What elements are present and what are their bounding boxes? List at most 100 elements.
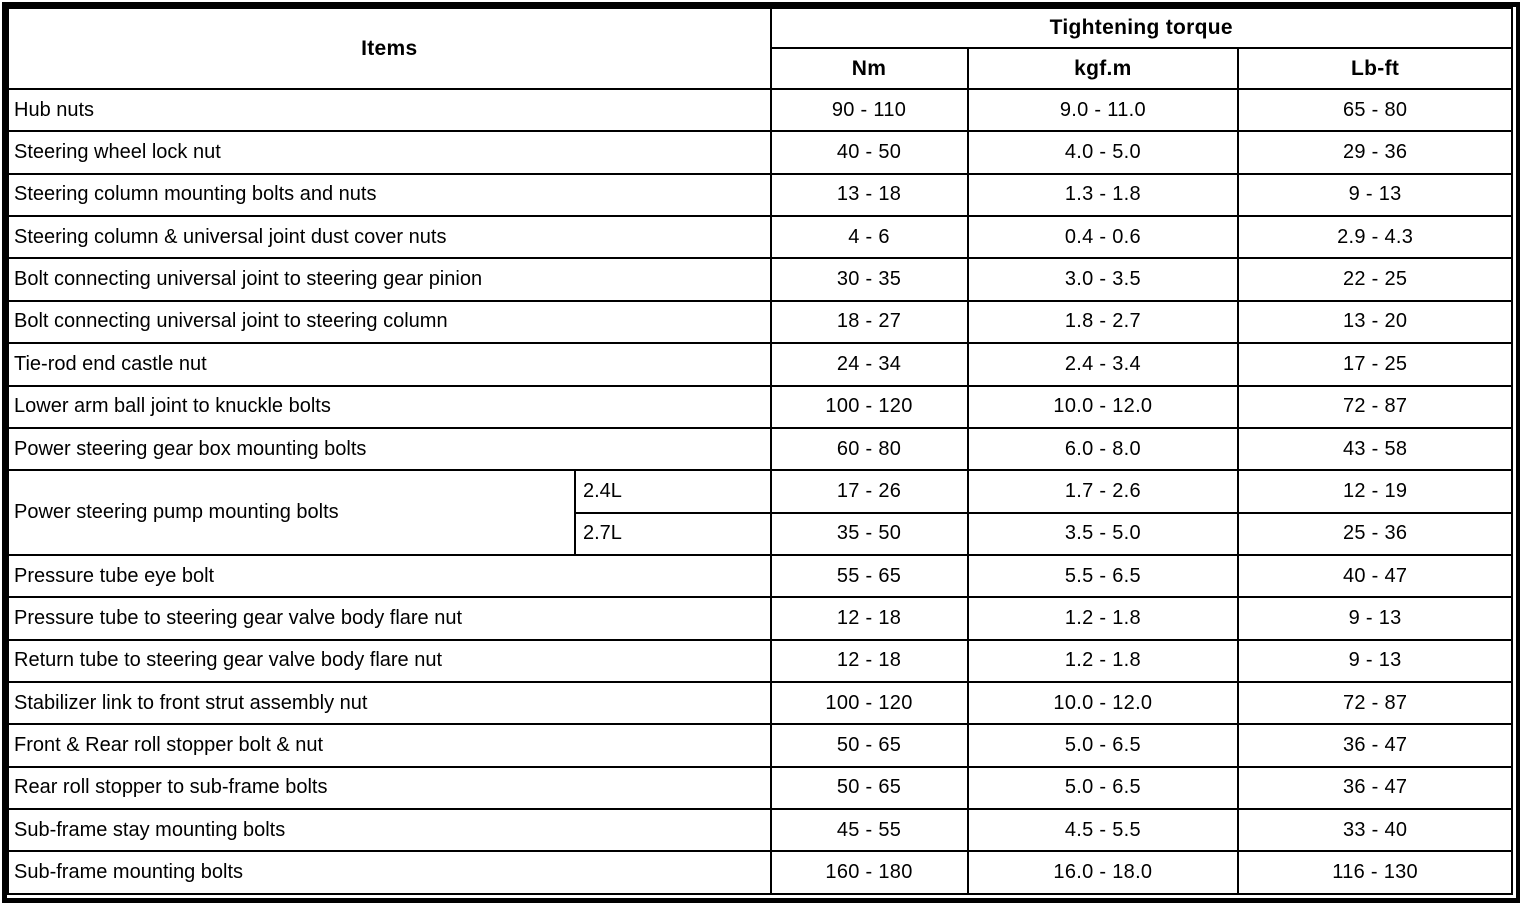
row-value-nm: 12 - 18	[769, 596, 969, 641]
table-row: Return tube to steering gear valve body …	[7, 638, 1513, 684]
table-row: Sub-frame mounting bolts 160 - 180 16.0 …	[7, 850, 1513, 895]
row-item-label: Hub nuts	[7, 87, 772, 133]
row-value-lbft: 43 - 58	[1237, 426, 1513, 472]
table-row: Front & Rear roll stopper bolt & nut 50 …	[7, 723, 1513, 768]
row-engine-label: 2.4L	[574, 469, 772, 514]
row-item-label: Rear roll stopper to sub-frame bolts	[7, 765, 772, 811]
table-row: Lower arm ball joint to knuckle bolts 10…	[7, 384, 1513, 429]
row-value-kgfm: 1.8 - 2.7	[966, 299, 1240, 345]
row-item-label: Pressure tube to steering gear valve bod…	[7, 596, 772, 641]
table-row: Steering wheel lock nut 40 - 50 4.0 - 5.…	[7, 130, 1513, 175]
row-value-nm: 35 - 50	[769, 511, 969, 556]
table-row: Hub nuts 90 - 110 9.0 - 11.0 65 - 80	[7, 87, 1513, 133]
table-row-pump-24: Power steering pump mounting bolts 2.4L …	[7, 469, 1513, 556]
row-value-lbft: 36 - 47	[1237, 723, 1513, 768]
row-value-lbft: 22 - 25	[1237, 257, 1513, 302]
row-value-nm: 24 - 34	[769, 342, 969, 387]
row-value-lbft: 9 - 13	[1237, 172, 1513, 218]
row-value-nm: 40 - 50	[769, 130, 969, 175]
row-value-nm: 100 - 120	[769, 384, 969, 429]
row-value-kgfm: 5.0 - 6.5	[966, 765, 1240, 811]
row-value-nm: 100 - 120	[769, 681, 969, 726]
row-value-kgfm: 6.0 - 8.0	[966, 426, 1240, 472]
table-row: Steering column mounting bolts and nuts …	[7, 172, 1513, 218]
row-value-kgfm: 10.0 - 12.0	[966, 384, 1240, 429]
row-value-kgfm: 1.2 - 1.8	[966, 638, 1240, 684]
unit-header-kgfm: kgf.m	[966, 47, 1240, 90]
header-row-top: Items Tightening torque	[7, 7, 1514, 90]
row-item-label: Steering column & universal joint dust c…	[7, 215, 772, 260]
row-value-kgfm: 1.7 - 2.6	[966, 469, 1240, 514]
row-value-lbft: 33 - 40	[1237, 808, 1513, 853]
row-item-label: Bolt connecting universal joint to steer…	[7, 257, 772, 302]
row-value-kgfm: 3.0 - 3.5	[966, 257, 1240, 302]
row-item-label: Sub-frame stay mounting bolts	[7, 808, 772, 853]
row-value-nm: 50 - 65	[769, 765, 969, 811]
row-value-nm: 90 - 110	[769, 87, 969, 133]
row-item-label: Steering column mounting bolts and nuts	[7, 172, 772, 218]
unit-header-nm: Nm	[769, 47, 969, 90]
table-row: Sub-frame stay mounting bolts 45 - 55 4.…	[7, 808, 1513, 853]
table-row: Power steering gear box mounting bolts 6…	[7, 426, 1513, 472]
row-value-kgfm: 16.0 - 18.0	[966, 850, 1240, 895]
row-value-lbft: 17 - 25	[1237, 342, 1513, 387]
table-row: Rear roll stopper to sub-frame bolts 50 …	[7, 765, 1513, 811]
row-value-lbft: 12 - 19	[1237, 469, 1513, 514]
row-item-label: Tie-rod end castle nut	[7, 342, 772, 387]
row-value-nm: 60 - 80	[769, 426, 969, 472]
table-row: Steering column & universal joint dust c…	[7, 215, 1513, 260]
row-value-nm: 55 - 65	[769, 553, 969, 599]
row-item-label: Lower arm ball joint to knuckle bolts	[7, 384, 772, 429]
row-value-lbft: 36 - 47	[1237, 765, 1513, 811]
items-header: Items	[7, 7, 772, 90]
row-value-lbft: 72 - 87	[1237, 384, 1513, 429]
row-value-lbft: 13 - 20	[1237, 299, 1513, 345]
row-item-label: Return tube to steering gear valve body …	[7, 638, 772, 684]
row-item-label: Power steering gear box mounting bolts	[7, 426, 772, 472]
row-value-kgfm: 0.4 - 0.6	[966, 215, 1240, 260]
row-value-kgfm: 2.4 - 3.4	[966, 342, 1240, 387]
table-row: Pressure tube to steering gear valve bod…	[7, 596, 1513, 641]
row-value-lbft: 116 - 130	[1237, 850, 1513, 895]
row-value-nm: 45 - 55	[769, 808, 969, 853]
row-value-kgfm: 9.0 - 11.0	[966, 87, 1240, 133]
tightening-torque-header: Tightening torque	[769, 7, 1514, 49]
row-value-kgfm: 1.3 - 1.8	[966, 172, 1240, 218]
row-value-nm: 160 - 180	[769, 850, 969, 895]
row-value-nm: 30 - 35	[769, 257, 969, 302]
row-value-kgfm: 5.5 - 6.5	[966, 553, 1240, 599]
row-value-lbft: 29 - 36	[1237, 130, 1513, 175]
row-item-label: Front & Rear roll stopper bolt & nut	[7, 723, 772, 768]
row-engine-label: 2.7L	[574, 511, 772, 556]
unit-header-lbft: Lb-ft	[1237, 47, 1513, 90]
row-value-kgfm: 10.0 - 12.0	[966, 681, 1240, 726]
row-value-nm: 13 - 18	[769, 172, 969, 218]
table-row: Bolt connecting universal joint to steer…	[7, 299, 1513, 345]
row-value-nm: 4 - 6	[769, 215, 969, 260]
row-value-nm: 18 - 27	[769, 299, 969, 345]
row-value-lbft: 2.9 - 4.3	[1237, 215, 1513, 260]
table-row: Stabilizer link to front strut assembly …	[7, 681, 1513, 726]
row-item-label: Steering wheel lock nut	[7, 130, 772, 175]
row-value-nm: 17 - 26	[769, 469, 969, 514]
row-value-nm: 50 - 65	[769, 723, 969, 768]
table-row: Pressure tube eye bolt 55 - 65 5.5 - 6.5…	[7, 553, 1513, 599]
table-row-pump-27: 2.7L 35 - 50 3.5 - 5.0 25 - 36	[8, 511, 1513, 556]
row-value-lbft: 9 - 13	[1237, 596, 1513, 641]
row-value-lbft: 72 - 87	[1237, 681, 1513, 726]
row-value-kgfm: 4.5 - 5.5	[966, 808, 1240, 853]
table-row: Tie-rod end castle nut 24 - 34 2.4 - 3.4…	[7, 342, 1513, 387]
row-value-nm: 12 - 18	[769, 638, 969, 684]
row-item-label: Power steering pump mounting bolts	[7, 469, 576, 556]
row-value-lbft: 25 - 36	[1237, 511, 1513, 556]
row-value-kgfm: 5.0 - 6.5	[966, 723, 1240, 768]
row-value-kgfm: 4.0 - 5.0	[966, 130, 1240, 175]
table-row: Bolt connecting universal joint to steer…	[7, 257, 1513, 302]
row-item-label: Pressure tube eye bolt	[7, 553, 772, 599]
torque-spec-table: Items Tightening torque Nm kgf.m Lb-ft H…	[7, 7, 1514, 895]
row-item-label: Sub-frame mounting bolts	[7, 850, 772, 895]
row-value-kgfm: 3.5 - 5.0	[966, 511, 1240, 556]
row-value-kgfm: 1.2 - 1.8	[966, 596, 1240, 641]
row-item-label: Stabilizer link to front strut assembly …	[7, 681, 772, 726]
